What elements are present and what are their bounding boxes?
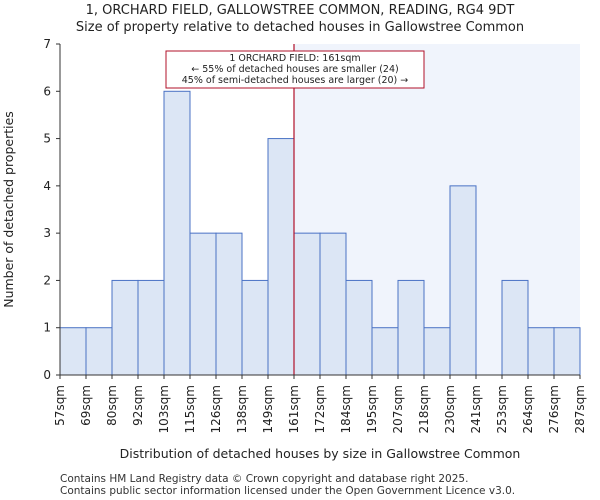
footer-copyright: Contains HM Land Registry data © Crown c… [60,473,469,485]
annotation-line-3: 45% of semi-detached houses are larger (… [182,75,409,86]
x-tick-label: 161sqm [287,385,301,433]
bar-230sqm [449,185,477,376]
bar-195sqm [371,327,399,376]
bar-172sqm [319,232,347,376]
x-tick-label: 103sqm [157,385,171,433]
bar-103sqm [163,90,191,376]
x-tick-label: 80sqm [105,385,119,426]
bar-149sqm [267,138,295,376]
chart-title: 1, ORCHARD FIELD, GALLOWSTREE COMMON, RE… [85,3,515,18]
x-tick-label: 207sqm [391,385,405,433]
x-tick-label: 241sqm [469,385,483,433]
x-tick-label: 218sqm [417,385,431,433]
y-tick-label: 7 [43,37,51,51]
footer-licence: Contains public sector information licen… [60,485,516,497]
y-tick-label: 3 [43,226,51,240]
y-tick-label: 1 [43,321,51,335]
x-tick-label: 264sqm [521,385,535,433]
bar-126sqm [215,232,243,376]
bar-57sqm [59,327,87,376]
x-tick-label: 230sqm [443,385,457,433]
bar-264sqm [527,327,555,376]
bar-92sqm [137,279,165,376]
y-tick-label: 2 [43,273,51,287]
x-tick-label: 57sqm [53,385,67,426]
x-axis-ticks: 57sqm 69sqm 80sqm 92sqm 103sqm 115sqm 126sqm 13… [53,375,587,433]
x-tick-label: 149sqm [261,385,275,433]
y-tick-label: 4 [43,179,51,193]
bar-207sqm [397,279,425,376]
x-tick-label: 138sqm [235,385,249,433]
x-tick-label: 126sqm [209,385,223,433]
annotation-line-1: 1 ORCHARD FIELD: 161sqm [229,53,360,64]
bar-80sqm [111,279,139,376]
x-tick-label: 195sqm [365,385,379,433]
annotation-line-2: ← 55% of detached houses are smaller (24… [191,64,398,75]
x-tick-label: 253sqm [495,385,509,433]
bar-138sqm [241,279,269,376]
x-tick-label: 115sqm [183,385,197,433]
bar-115sqm [189,232,217,376]
bar-276sqm [553,327,581,376]
x-tick-label: 287sqm [573,385,587,433]
annotation-box [165,50,425,89]
y-axis-ticks: 0 1 2 3 4 5 6 7 [43,37,60,382]
chart-subtitle: Size of property relative to detached ho… [75,20,525,35]
x-tick-label: 69sqm [79,385,93,426]
bar-69sqm [85,327,113,376]
x-tick-label: 184sqm [339,385,353,433]
bar-253sqm [501,279,529,376]
y-tick-label: 5 [43,132,51,146]
bar-184sqm [345,279,373,376]
y-axis-label: Number of detached properties [1,111,16,308]
x-tick-label: 172sqm [313,385,327,433]
bars-group [59,90,581,376]
x-tick-label: 92sqm [131,385,145,426]
bar-161sqm [293,232,321,376]
x-axis-label: Distribution of detached houses by size … [120,446,521,461]
y-tick-label: 6 [43,84,51,98]
y-tick-label: 0 [43,368,51,382]
x-tick-label: 276sqm [547,385,561,433]
bar-218sqm [423,327,451,376]
